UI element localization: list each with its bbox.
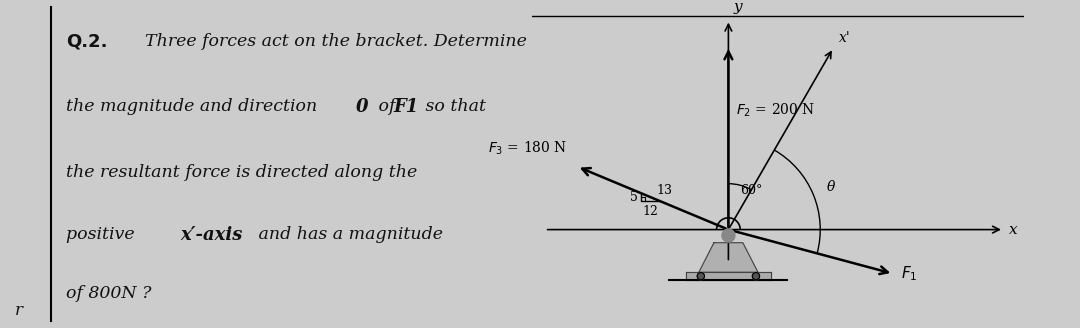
Text: θ: θ — [827, 180, 836, 194]
Text: of 800N ?: of 800N ? — [66, 285, 151, 302]
Text: 13: 13 — [657, 184, 673, 197]
Text: 60°: 60° — [740, 184, 762, 197]
Text: r: r — [15, 302, 24, 319]
Text: so that: so that — [420, 98, 486, 115]
Circle shape — [753, 273, 759, 280]
Text: positive: positive — [66, 226, 140, 243]
Circle shape — [698, 273, 704, 280]
Text: $F_2$ = 200 N: $F_2$ = 200 N — [737, 101, 815, 119]
Polygon shape — [699, 243, 758, 272]
Text: x': x' — [838, 31, 850, 45]
Text: x′-axis: x′-axis — [180, 226, 243, 244]
Text: 5: 5 — [631, 191, 638, 204]
Text: 0: 0 — [355, 98, 368, 116]
Text: the magnitude and direction: the magnitude and direction — [66, 98, 323, 115]
Text: y: y — [733, 0, 742, 14]
Text: Q.2.: Q.2. — [66, 33, 108, 51]
Text: of: of — [373, 98, 401, 115]
Circle shape — [721, 229, 734, 242]
Text: and has a magnitude: and has a magnitude — [253, 226, 443, 243]
Polygon shape — [686, 272, 771, 280]
Text: $F_3$ = 180 N: $F_3$ = 180 N — [488, 139, 567, 157]
Text: Three forces act on the bracket. Determine: Three forces act on the bracket. Determi… — [145, 33, 527, 50]
Text: the resultant force is directed along the: the resultant force is directed along th… — [66, 164, 417, 181]
Text: F1: F1 — [393, 98, 419, 116]
Text: $F_1$: $F_1$ — [901, 264, 918, 283]
Text: x: x — [1009, 223, 1017, 236]
Text: 12: 12 — [643, 205, 659, 217]
